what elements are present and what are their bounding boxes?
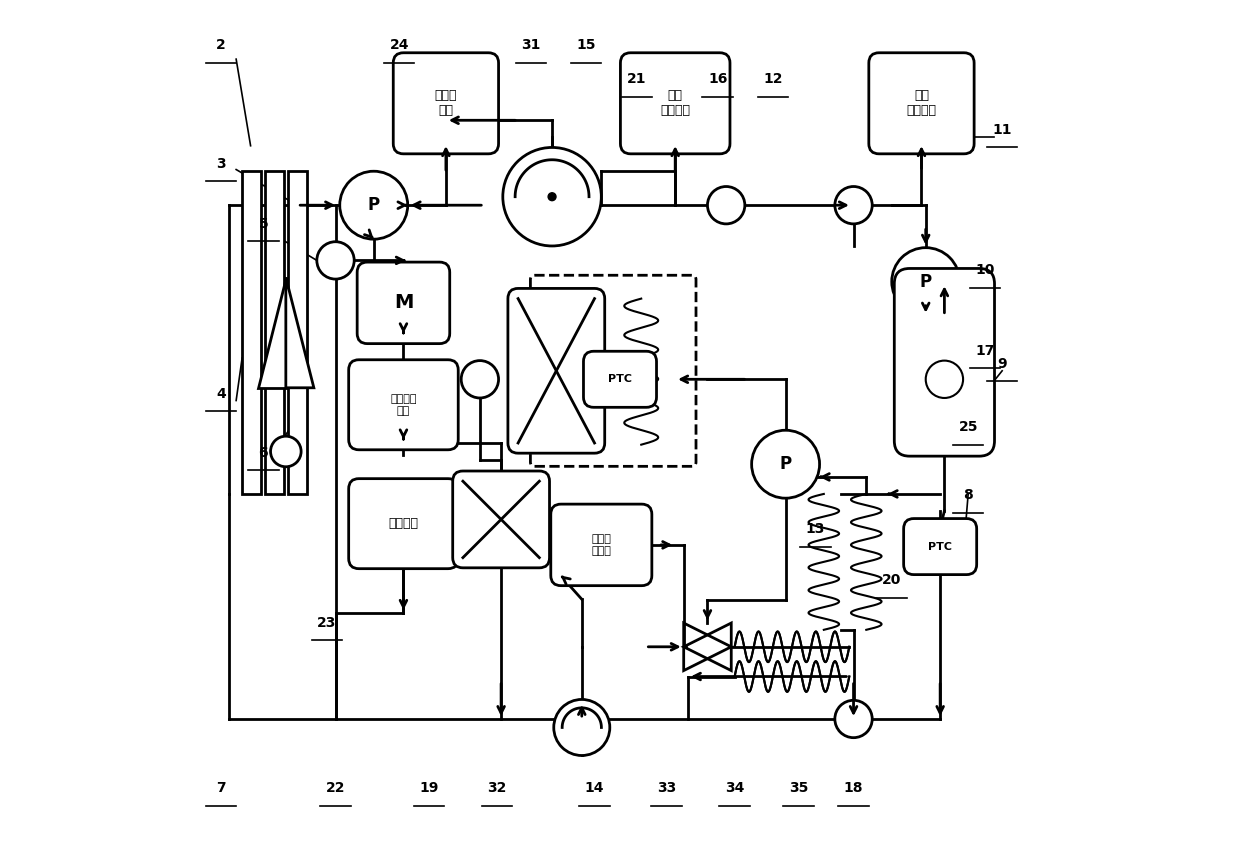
Text: 33: 33 — [657, 781, 676, 796]
Circle shape — [461, 360, 498, 398]
FancyBboxPatch shape — [348, 479, 459, 568]
Circle shape — [835, 700, 872, 738]
Text: PTC: PTC — [608, 374, 632, 384]
Circle shape — [317, 242, 355, 279]
Text: 18: 18 — [843, 781, 863, 796]
Text: P: P — [368, 196, 379, 214]
Text: 主膨胀
水壶: 主膨胀 水壶 — [435, 89, 458, 118]
Text: 14: 14 — [585, 781, 604, 796]
Text: 3: 3 — [216, 158, 226, 171]
Text: P: P — [780, 455, 791, 473]
Circle shape — [502, 147, 601, 246]
Text: PTC: PTC — [929, 542, 952, 551]
Text: 21: 21 — [627, 72, 647, 86]
Circle shape — [548, 193, 556, 201]
Circle shape — [270, 436, 301, 467]
FancyBboxPatch shape — [894, 268, 994, 456]
Text: 34: 34 — [725, 781, 744, 796]
Text: 32: 32 — [487, 781, 507, 796]
Polygon shape — [286, 278, 314, 388]
Text: 13: 13 — [806, 522, 825, 537]
FancyBboxPatch shape — [357, 262, 450, 343]
Text: 空调
膨胀水壶: 空调 膨胀水壶 — [660, 89, 691, 118]
Text: 7: 7 — [216, 781, 226, 796]
Text: 9: 9 — [997, 357, 1007, 371]
Text: 25: 25 — [959, 421, 978, 435]
Text: 20: 20 — [882, 573, 901, 587]
FancyBboxPatch shape — [584, 351, 656, 407]
Circle shape — [554, 699, 610, 756]
Text: 17: 17 — [976, 344, 994, 358]
Text: 11: 11 — [992, 124, 1012, 137]
Text: 16: 16 — [708, 72, 728, 86]
Text: 干燥器
储液罐: 干燥器 储液罐 — [591, 534, 611, 556]
FancyBboxPatch shape — [348, 360, 459, 450]
Circle shape — [926, 360, 963, 398]
Bar — [288, 171, 306, 494]
Text: 35: 35 — [789, 781, 808, 796]
Text: 24: 24 — [389, 38, 409, 52]
Polygon shape — [258, 278, 286, 388]
Circle shape — [708, 187, 745, 224]
FancyBboxPatch shape — [551, 504, 652, 585]
Text: 4: 4 — [216, 387, 226, 400]
Text: 6: 6 — [258, 446, 268, 460]
Text: 8: 8 — [963, 488, 973, 503]
Text: 5: 5 — [258, 216, 268, 231]
Text: P: P — [920, 273, 931, 291]
Text: 19: 19 — [419, 781, 439, 796]
Text: 22: 22 — [326, 781, 345, 796]
Text: 充电模块: 充电模块 — [388, 517, 418, 530]
Text: 31: 31 — [521, 38, 541, 52]
Bar — [242, 171, 260, 494]
Circle shape — [835, 187, 872, 224]
Text: 电池
膨胀水壶: 电池 膨胀水壶 — [906, 89, 936, 118]
Circle shape — [340, 171, 408, 239]
FancyBboxPatch shape — [620, 53, 730, 154]
Text: 2: 2 — [216, 38, 226, 52]
FancyBboxPatch shape — [508, 289, 605, 453]
Text: 12: 12 — [763, 72, 782, 86]
FancyBboxPatch shape — [904, 519, 977, 574]
FancyBboxPatch shape — [453, 471, 549, 567]
FancyBboxPatch shape — [531, 275, 696, 466]
Text: 10: 10 — [976, 263, 994, 278]
Text: M: M — [394, 293, 413, 313]
Text: 15: 15 — [577, 38, 595, 52]
Bar — [265, 171, 284, 494]
FancyBboxPatch shape — [393, 53, 498, 154]
Text: 辅助电动
模块: 辅助电动 模块 — [391, 394, 417, 416]
Circle shape — [751, 430, 820, 498]
Circle shape — [892, 248, 960, 315]
FancyBboxPatch shape — [869, 53, 975, 154]
Text: 23: 23 — [317, 616, 337, 630]
